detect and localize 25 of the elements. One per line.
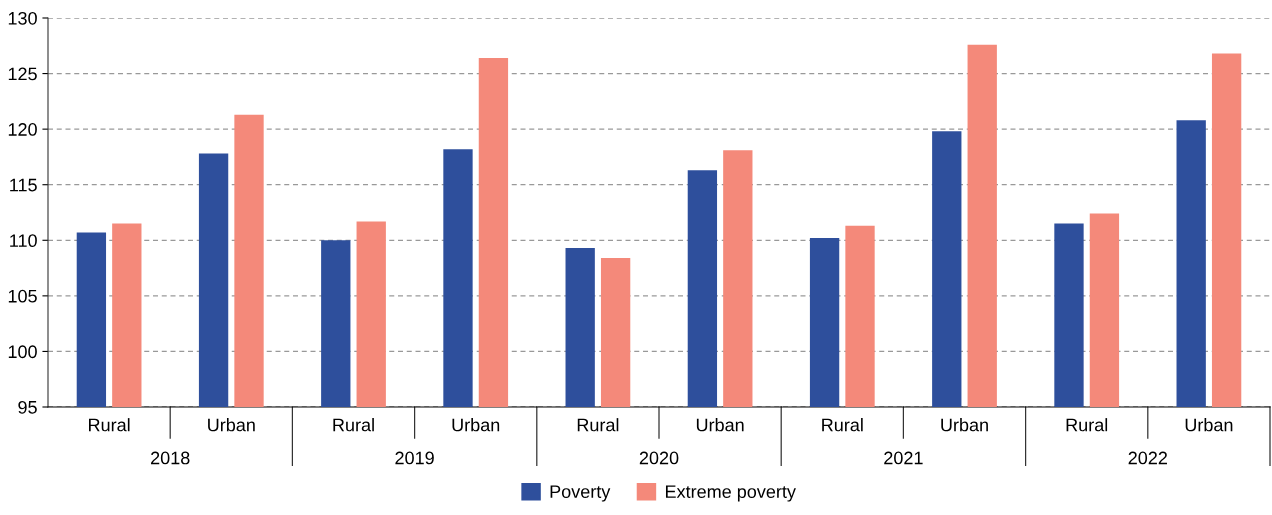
y-tick-label: 110 xyxy=(10,234,37,248)
text: 2019 xyxy=(395,451,434,465)
x-tick-label: Rural xyxy=(89,418,130,432)
y-tick-label: 115 xyxy=(10,178,37,192)
y-tick-label: 120 xyxy=(8,123,37,136)
x-tick-label: Rural xyxy=(1066,418,1108,432)
y-tick-label: 125 xyxy=(8,67,37,81)
y-tick-label: 105 xyxy=(8,289,37,303)
x-tick-label: Rural xyxy=(577,418,619,432)
legend-label: Extreme poverty xyxy=(665,485,796,502)
y-tick-label: 95 xyxy=(18,400,37,414)
x-tick-label: Rural xyxy=(333,418,374,432)
x-tick-label: Rural xyxy=(822,418,863,432)
x-tick-label: Urban xyxy=(208,418,255,432)
text: 2020 xyxy=(639,451,679,465)
text: 2021 xyxy=(884,451,923,465)
text: 2022 xyxy=(1128,451,1167,465)
y-tick-label: 130 xyxy=(8,11,37,25)
legend-label: Poverty xyxy=(550,485,611,502)
x-tick-label: Urban xyxy=(696,418,744,432)
x-tick-label: Urban xyxy=(1185,418,1233,432)
x-tick-label: Urban xyxy=(452,418,500,432)
text: 2018 xyxy=(151,451,190,465)
x-tick-label: Urban xyxy=(941,418,988,432)
y-tick-label: 100 xyxy=(8,345,37,359)
